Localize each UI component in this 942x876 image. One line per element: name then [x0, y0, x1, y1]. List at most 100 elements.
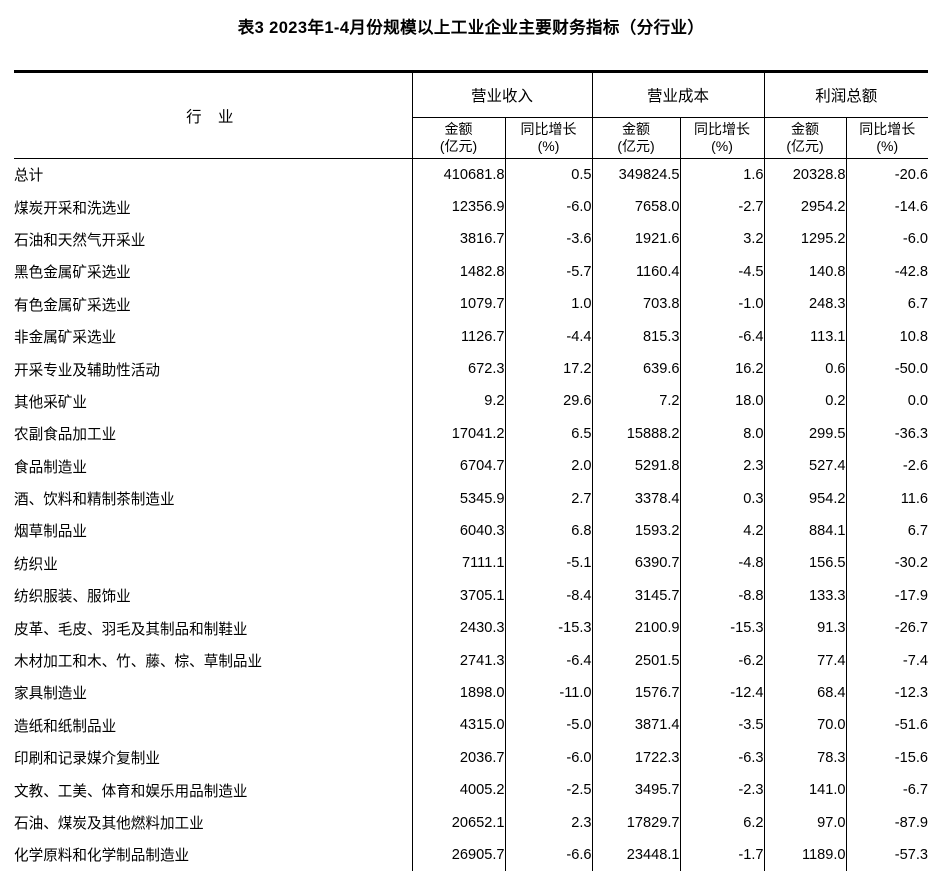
cell-profit-amount: 78.3 [763, 741, 847, 774]
cell-profit-amount: 527.4 [763, 450, 847, 483]
cell-cost-growth: -15.3 [679, 611, 765, 645]
cell-industry: 开采专业及辅助性活动 [14, 362, 160, 379]
cell-profit-growth: -87.9 [845, 806, 929, 839]
cell-cost-amount: 7.2 [591, 385, 681, 418]
cell-cost-amount: 349824.5 [591, 158, 681, 191]
subheader-line1: 金额 [791, 121, 820, 138]
cell-cost-growth: 4.2 [679, 514, 765, 548]
cell-cost-growth: -2.3 [679, 773, 765, 807]
cell-revenue-amount: 672.3 [411, 352, 505, 386]
cell-revenue-amount: 5345.9 [411, 482, 505, 515]
cell-revenue-growth: -6.0 [504, 741, 593, 774]
cell-profit-growth: 10.8 [845, 320, 929, 353]
cell-revenue-amount: 2036.7 [411, 741, 505, 774]
column-header-revenue-growth: 同比增长 (%) [504, 117, 593, 159]
cell-profit-amount: 141.0 [763, 773, 847, 807]
cell-industry: 木材加工和木、竹、藤、棕、草制品业 [14, 654, 263, 671]
cell-revenue-growth: 29.6 [504, 385, 593, 418]
column-header-cost-amount: 金额 (亿元) [591, 117, 681, 159]
cell-revenue-amount: 1079.7 [411, 288, 505, 321]
cell-profit-amount: 1295.2 [763, 223, 847, 256]
cell-profit-growth: -26.7 [845, 611, 929, 645]
cell-profit-growth: 11.6 [845, 482, 929, 515]
cell-industry: 农副食品加工业 [14, 427, 117, 444]
cell-revenue-amount: 12356.9 [411, 190, 505, 224]
column-header-industry: 行 业 [14, 70, 412, 159]
cell-profit-growth: 6.7 [845, 288, 929, 321]
subheader-line1: 金额 [444, 121, 473, 138]
table-row: 印刷和记录媒介复制业 2036.7 -6.0 1722.3 -6.3 78.3 -15.6 [14, 741, 929, 774]
table-row: 总计 410681.8 0.5 349824.5 1.6 20328.8 -20.6 [14, 158, 929, 191]
table-header: 行 业 营业收入 营业成本 利润总额 金额 (亿元) 同比增长 (%) 金 [14, 70, 929, 159]
cell-profit-amount: 954.2 [763, 482, 847, 515]
cell-profit-amount: 20328.8 [763, 158, 847, 191]
cell-cost-amount: 1921.6 [591, 223, 681, 256]
cell-cost-growth: -1.7 [679, 838, 765, 872]
table-row: 石油和天然气开采业 3816.7 -3.6 1921.6 3.2 1295.2 -6.0 [14, 223, 929, 256]
cell-cost-amount: 3871.4 [591, 709, 681, 742]
subheader-line2: (%) [537, 138, 560, 154]
cell-revenue-growth: -5.0 [504, 709, 593, 742]
cell-revenue-amount: 17041.2 [411, 417, 505, 451]
table-row: 烟草制品业 6040.3 6.8 1593.2 4.2 884.1 6.7 [14, 514, 929, 548]
table-row: 食品制造业 6704.7 2.0 5291.8 2.3 527.4 -2.6 [14, 450, 929, 483]
cell-industry: 烟草制品业 [14, 524, 87, 541]
cell-cost-growth: 6.2 [679, 806, 765, 839]
cell-revenue-growth: -2.5 [504, 773, 593, 807]
cell-revenue-growth: -8.4 [504, 579, 593, 612]
cell-revenue-growth: -5.7 [504, 255, 593, 289]
cell-profit-amount: 884.1 [763, 514, 847, 548]
cell-revenue-amount: 2430.3 [411, 611, 505, 645]
cell-profit-growth: -12.3 [845, 676, 929, 710]
table-row: 黑色金属矿采选业 1482.8 -5.7 1160.4 -4.5 140.8 -42.8 [14, 255, 929, 289]
cell-revenue-amount: 410681.8 [411, 158, 505, 191]
cell-revenue-growth: 2.0 [504, 450, 593, 483]
cell-profit-growth: -36.3 [845, 417, 929, 451]
cell-cost-amount: 6390.7 [591, 547, 681, 580]
cell-revenue-growth: 2.3 [504, 806, 593, 839]
cell-revenue-amount: 20652.1 [411, 806, 505, 839]
statistics-table-container: 行 业 营业收入 营业成本 利润总额 金额 (亿元) 同比增长 (%) 金 [14, 70, 929, 872]
cell-revenue-growth: 2.7 [504, 482, 593, 515]
cell-revenue-amount: 6040.3 [411, 514, 505, 548]
cell-industry: 其他采矿业 [14, 394, 87, 411]
cell-cost-amount: 3378.4 [591, 482, 681, 515]
cell-revenue-growth: -4.4 [504, 320, 593, 353]
table-row: 开采专业及辅助性活动 672.3 17.2 639.6 16.2 0.6 -50.0 [14, 352, 929, 386]
subheader-line2: (亿元) [439, 138, 478, 154]
cell-revenue-growth: -11.0 [504, 676, 593, 710]
cell-profit-growth: -17.9 [845, 579, 929, 612]
cell-profit-amount: 0.2 [763, 385, 847, 418]
cell-profit-growth: 0.0 [845, 385, 929, 418]
subheader-line2: (亿元) [786, 138, 824, 154]
cell-revenue-amount: 3816.7 [411, 223, 505, 256]
cell-profit-amount: 0.6 [763, 352, 847, 386]
cell-cost-amount: 3145.7 [591, 579, 681, 612]
cell-revenue-amount: 9.2 [411, 385, 505, 418]
subheader-line1: 金额 [622, 121, 651, 138]
cell-cost-amount: 5291.8 [591, 450, 681, 483]
cell-profit-amount: 248.3 [763, 288, 847, 321]
table-row: 家具制造业 1898.0 -11.0 1576.7 -12.4 68.4 -12.3 [14, 676, 929, 710]
column-group-total-profit: 利润总额 [763, 70, 929, 118]
cell-profit-growth: -15.6 [845, 741, 929, 774]
cell-cost-amount: 15888.2 [591, 417, 681, 451]
cell-cost-growth: 16.2 [679, 352, 765, 386]
cell-cost-amount: 23448.1 [591, 838, 681, 872]
table-row: 非金属矿采选业 1126.7 -4.4 815.3 -6.4 113.1 10.8 [14, 320, 929, 353]
table-row: 煤炭开采和洗选业 12356.9 -6.0 7658.0 -2.7 2954.2 -14.6 [14, 190, 929, 224]
cell-revenue-growth: 6.5 [504, 417, 593, 451]
table-row: 木材加工和木、竹、藤、棕、草制品业 2741.3 -6.4 2501.5 -6.2 77.… [14, 644, 929, 677]
cell-cost-amount: 815.3 [591, 320, 681, 353]
cell-cost-amount: 3495.7 [591, 773, 681, 807]
cell-profit-amount: 77.4 [763, 644, 847, 677]
column-group-operating-revenue: 营业收入 [411, 70, 593, 118]
cell-profit-growth: -30.2 [845, 547, 929, 580]
cell-profit-amount: 133.3 [763, 579, 847, 612]
cell-cost-growth: 0.3 [679, 482, 765, 515]
cell-profit-growth: -57.3 [845, 838, 929, 872]
cell-industry: 食品制造业 [14, 459, 87, 476]
cell-industry: 化学原料和化学制品制造业 [14, 848, 190, 865]
cell-revenue-amount: 1126.7 [411, 320, 505, 353]
cell-revenue-amount: 4315.0 [411, 709, 505, 742]
